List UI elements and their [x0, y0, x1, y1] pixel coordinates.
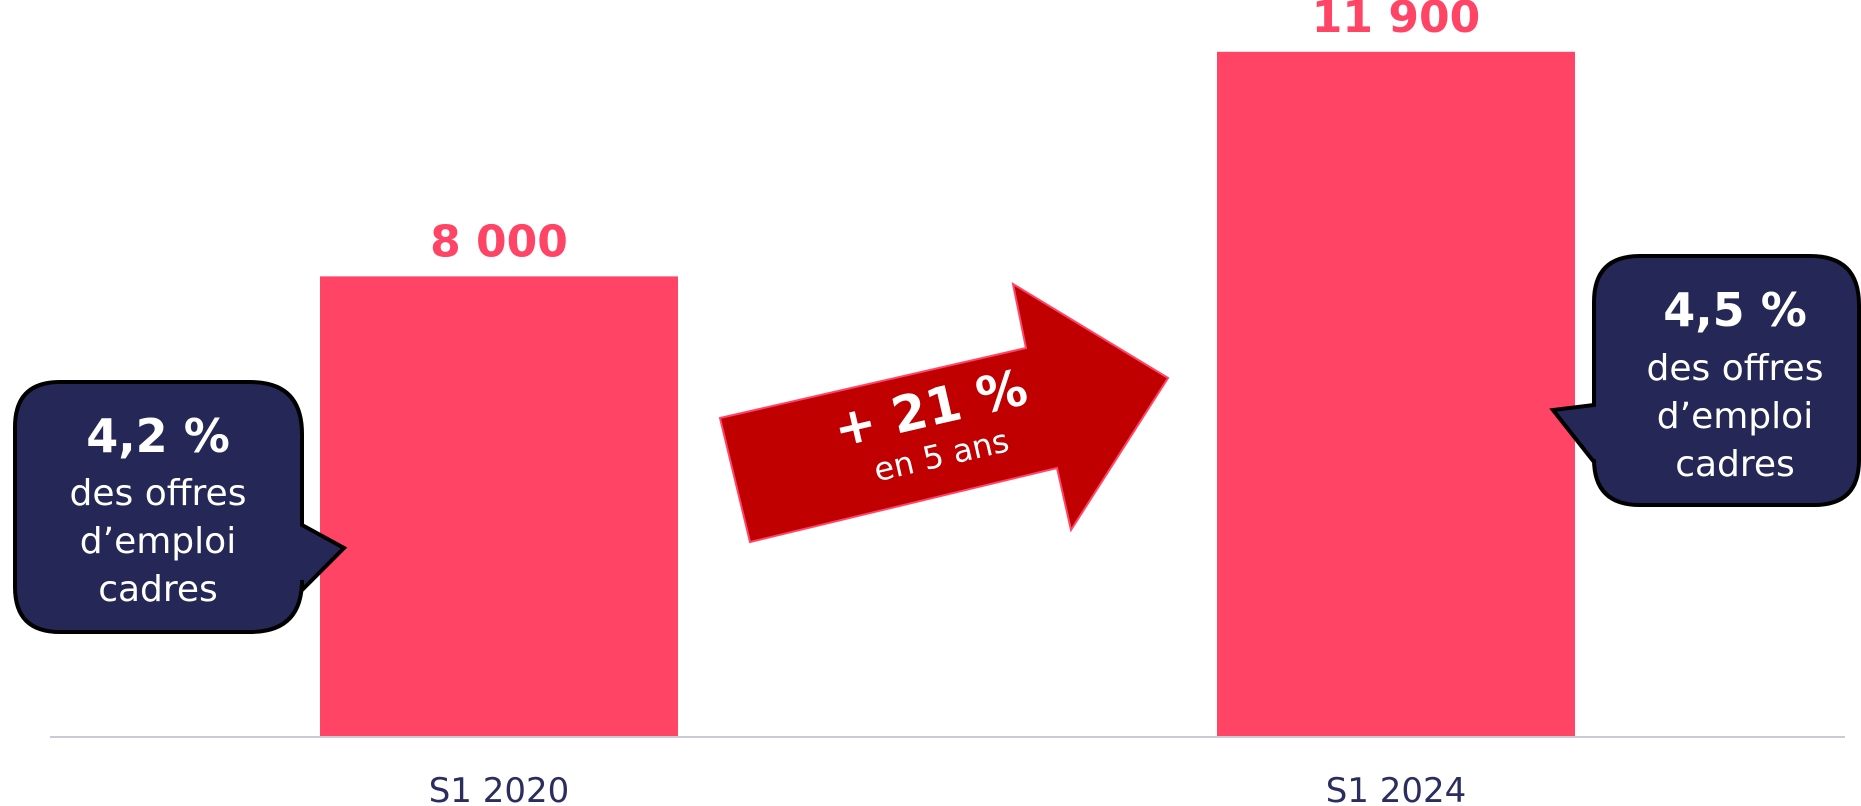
callout-bubble-left: [13, 380, 348, 634]
callout-left-line-2: d’emploi: [80, 521, 236, 562]
growth-arrow: + 21 % en 5 ans: [718, 281, 1170, 544]
callout-right-line-2: d’emploi: [1657, 396, 1813, 437]
callout-s1-2020: 4,2 % des offres d’emploi cadres: [13, 380, 348, 634]
category-labels-group: S1 2020 S1 2024: [429, 771, 1467, 806]
callout-s1-2024: 4,5 % des offres d’emploi cadres: [1549, 254, 1861, 507]
callout-right-percent: 4,5 %: [1663, 283, 1807, 337]
callout-left-line-3: cadres: [98, 569, 218, 610]
callout-right-line-3: cadres: [1675, 444, 1795, 485]
value-labels-group: 8 000 11 900: [430, 0, 1480, 267]
data-label-s1-2020: 8 000: [430, 216, 568, 267]
bars-group: [320, 51, 1575, 737]
callout-right-line-1: des offres: [1647, 348, 1824, 389]
tick-label-s1-2024: S1 2024: [1326, 771, 1467, 806]
tick-label-s1-2020: S1 2020: [429, 771, 570, 806]
callout-bubble-right: [1549, 254, 1861, 507]
bar-s1-2024: [1217, 51, 1575, 737]
callout-left-line-1: des offres: [70, 473, 247, 514]
data-label-s1-2024: 11 900: [1312, 0, 1480, 43]
callout-left-percent: 4,2 %: [86, 409, 230, 463]
bar-s1-2020: [320, 276, 678, 737]
growth-arrow-shape: [718, 281, 1170, 544]
